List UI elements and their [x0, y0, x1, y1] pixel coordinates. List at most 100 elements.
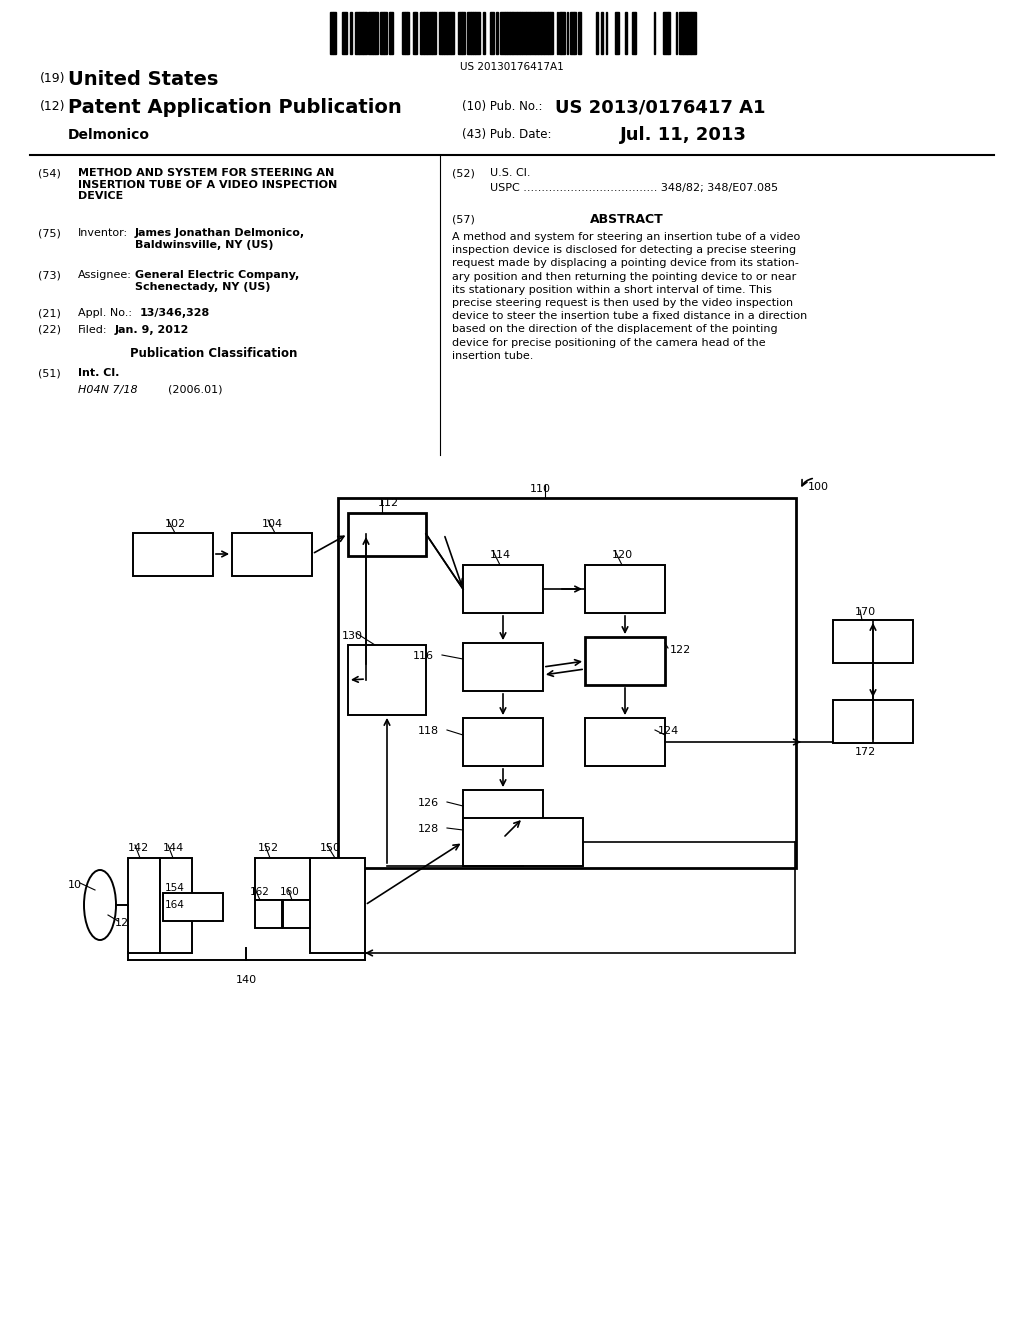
Bar [522, 12, 526, 54]
Text: 10: 10 [68, 880, 82, 890]
Bar [490, 12, 494, 54]
Text: 124: 124 [658, 726, 679, 737]
Bar [413, 12, 415, 54]
Bar [526, 12, 530, 54]
Bar [421, 12, 424, 54]
Bar [402, 12, 406, 54]
Bar [133, 533, 213, 576]
Text: 126: 126 [418, 799, 439, 808]
Text: 140: 140 [236, 975, 257, 985]
Text: 110: 110 [530, 484, 551, 494]
Text: James Jonathan Delmonico,
Baldwinsville, NY (US): James Jonathan Delmonico, Baldwinsville,… [135, 228, 305, 249]
Bar [507, 12, 510, 54]
Text: 152: 152 [258, 843, 280, 853]
Bar [375, 12, 378, 54]
Text: 118: 118 [418, 726, 439, 737]
Text: (2006.01): (2006.01) [168, 385, 222, 395]
Text: 13/346,328: 13/346,328 [140, 308, 210, 318]
Bar [570, 12, 574, 54]
Bar [368, 12, 373, 54]
Bar [513, 12, 517, 54]
Text: (19): (19) [40, 73, 66, 84]
Bar [550, 12, 553, 54]
Bar [463, 643, 543, 690]
Bar [510, 12, 512, 54]
Bar [442, 12, 444, 54]
Bar [632, 12, 635, 54]
Ellipse shape [84, 870, 116, 940]
Text: (21): (21) [38, 308, 60, 318]
Bar [548, 12, 550, 54]
Bar [463, 718, 543, 766]
Bar [355, 12, 359, 54]
Text: Jan. 9, 2012: Jan. 9, 2012 [115, 325, 189, 335]
Text: Appl. No.:: Appl. No.: [78, 308, 132, 318]
Text: 150: 150 [319, 843, 341, 853]
Text: 130: 130 [342, 631, 362, 642]
Bar [473, 12, 475, 54]
Bar [625, 12, 627, 54]
Bar [463, 565, 543, 612]
Text: 172: 172 [855, 747, 877, 756]
Bar [462, 12, 465, 54]
Bar [687, 12, 691, 54]
Bar [439, 12, 442, 54]
Bar [463, 789, 543, 838]
Text: METHOD AND SYSTEM FOR STEERING AN
INSERTION TUBE OF A VIDEO INSPECTION
DEVICE: METHOD AND SYSTEM FOR STEERING AN INSERT… [78, 168, 337, 201]
Text: H04N 7/18: H04N 7/18 [78, 385, 137, 395]
Bar [380, 12, 384, 54]
Text: 170: 170 [855, 607, 877, 616]
Text: ABSTRACT: ABSTRACT [590, 213, 664, 226]
Text: A method and system for steering an insertion tube of a video
inspection device : A method and system for steering an inse… [452, 232, 807, 360]
Bar [535, 12, 538, 54]
Text: Int. Cl.: Int. Cl. [78, 368, 120, 378]
Bar [467, 12, 471, 54]
Text: Delmonico: Delmonico [68, 128, 150, 143]
Text: US 20130176417A1: US 20130176417A1 [460, 62, 564, 73]
Text: (22): (22) [38, 325, 61, 335]
Text: 112: 112 [378, 498, 399, 508]
Bar [463, 818, 583, 866]
Text: 144: 144 [163, 843, 184, 853]
Bar [333, 12, 336, 54]
Bar [342, 12, 347, 54]
Bar [578, 12, 581, 54]
Bar [496, 12, 498, 54]
Bar [348, 513, 426, 556]
Text: (12): (12) [40, 100, 66, 114]
Bar [362, 12, 367, 54]
Bar [415, 12, 417, 54]
Text: Inventor:: Inventor: [78, 228, 128, 238]
Bar [544, 12, 548, 54]
Text: 122: 122 [670, 645, 691, 655]
Bar [283, 900, 310, 928]
Text: 164: 164 [165, 900, 185, 909]
Text: Jul. 11, 2013: Jul. 11, 2013 [620, 125, 746, 144]
Bar [160, 858, 193, 953]
Text: 104: 104 [262, 519, 283, 529]
Text: 100: 100 [808, 482, 829, 492]
Text: 120: 120 [612, 550, 633, 560]
Bar [520, 12, 522, 54]
Bar [310, 858, 365, 953]
Bar [574, 12, 575, 54]
Text: U.S. Cl.: U.S. Cl. [490, 168, 530, 178]
Bar [615, 12, 618, 54]
Bar [663, 12, 668, 54]
Bar [407, 12, 409, 54]
Text: Patent Application Publication: Patent Application Publication [68, 98, 401, 117]
Bar [424, 12, 427, 54]
Bar [390, 12, 393, 54]
Text: (75): (75) [38, 228, 60, 238]
Bar [128, 858, 160, 953]
Bar [691, 12, 696, 54]
Text: (10) Pub. No.:: (10) Pub. No.: [462, 100, 543, 114]
Text: 114: 114 [490, 550, 511, 560]
Bar [517, 12, 520, 54]
Text: 142: 142 [128, 843, 150, 853]
Text: USPC ..................................... 348/82; 348/E07.085: USPC ...................................… [490, 183, 778, 193]
Bar [458, 12, 462, 54]
Text: Publication Classification: Publication Classification [130, 347, 297, 360]
Bar [447, 12, 451, 54]
Bar [255, 858, 310, 900]
